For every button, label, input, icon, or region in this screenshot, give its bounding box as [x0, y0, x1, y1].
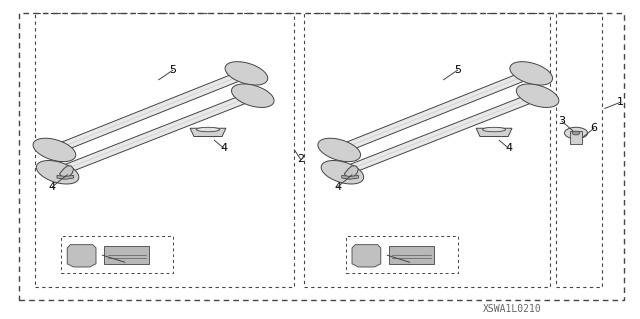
Polygon shape [53, 93, 257, 175]
Circle shape [564, 127, 588, 139]
Bar [389, 246, 434, 264]
Polygon shape [335, 70, 536, 153]
Bar [304, 13, 550, 287]
Bar [556, 13, 602, 287]
Text: 7: 7 [406, 257, 413, 267]
Bar [35, 13, 294, 287]
Ellipse shape [196, 127, 220, 132]
Text: 5: 5 [170, 65, 176, 75]
Polygon shape [321, 160, 364, 184]
Polygon shape [352, 245, 381, 267]
Polygon shape [232, 84, 274, 108]
Text: 4: 4 [220, 143, 228, 153]
Text: 7: 7 [121, 257, 129, 267]
Polygon shape [476, 128, 512, 137]
Bar [570, 131, 582, 144]
Text: 2: 2 [297, 154, 305, 165]
Bar [346, 236, 458, 273]
Polygon shape [516, 84, 559, 108]
Polygon shape [225, 62, 268, 85]
Circle shape [572, 131, 580, 135]
Polygon shape [338, 93, 542, 175]
Text: 6: 6 [591, 123, 597, 133]
Ellipse shape [483, 127, 506, 132]
Polygon shape [344, 166, 358, 178]
Polygon shape [342, 175, 358, 179]
Text: 3: 3 [559, 116, 565, 126]
Text: XSWA1L0210: XSWA1L0210 [483, 304, 541, 315]
Text: 4: 4 [334, 182, 342, 192]
Polygon shape [318, 138, 360, 162]
Polygon shape [50, 70, 251, 153]
Text: 4: 4 [49, 182, 56, 192]
Text: 5: 5 [454, 65, 461, 75]
Polygon shape [60, 166, 74, 178]
Polygon shape [57, 175, 74, 179]
Polygon shape [67, 245, 96, 267]
Bar [104, 246, 149, 264]
Polygon shape [36, 160, 79, 184]
Bar [61, 236, 173, 273]
Polygon shape [510, 62, 552, 85]
Polygon shape [33, 138, 76, 162]
Polygon shape [190, 128, 226, 137]
Text: 4: 4 [505, 143, 513, 153]
Text: 1: 1 [618, 97, 624, 107]
